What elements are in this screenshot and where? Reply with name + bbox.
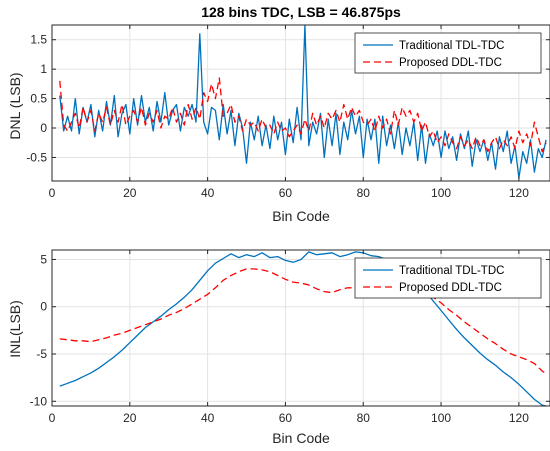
dnl-panel: 128 bins TDC, LSB = 46.875ps 0 20 40 60 80 10… (7, 4, 550, 224)
inl-xtick-label: 60 (279, 411, 293, 425)
inl-legend-box (354, 257, 542, 299)
inl-plot-area (59, 251, 547, 407)
dnl-ytick-label: 0.5 (30, 92, 47, 106)
dnl-series-proposed-line (59, 77, 547, 153)
dnl-ytick-label: 1.5 (30, 33, 47, 47)
inl-legend: Traditional TDL-TDC Proposed DDL-TDC (354, 257, 542, 299)
inl-ytick-label: -10 (30, 394, 48, 408)
inl-ytick-label: -5 (36, 347, 47, 361)
inl-xtick-label: 100 (431, 411, 451, 425)
inl-xtick-label: 80 (357, 411, 371, 425)
dnl-ylabel: DNL (LSB) (7, 72, 23, 139)
inl-xtick-label: 0 (49, 411, 56, 425)
dnl-plot-area (59, 24, 547, 179)
inl-legend-label: Traditional TDL-TDC (399, 265, 504, 277)
dnl-axes-box (51, 24, 550, 182)
inl-series-proposed-line (59, 268, 547, 375)
dnl-xtick-label: 40 (201, 186, 215, 200)
inl-ytick-label: 0 (40, 300, 47, 314)
inl-panel: 0 20 40 60 80 100 120 -10 -5 0 5 Bin Code INL(LSB)… (7, 249, 550, 446)
inl-axes-box (51, 249, 550, 407)
inl-axes: 0 20 40 60 80 100 120 -10 -5 0 5 (30, 249, 550, 425)
dnl-xtick-label: 120 (509, 186, 529, 200)
dnl-xtick-label: 100 (431, 186, 451, 200)
dnl-xtick-label: 20 (123, 186, 137, 200)
inl-series-traditional-line (59, 251, 547, 407)
inl-ylabel: INL(LSB) (7, 300, 23, 358)
dnl-xtick-label: 0 (49, 186, 56, 200)
dnl-ytick-label: 1 (40, 62, 47, 76)
dnl-legend: Traditional TDL-TDC Proposed DDL-TDC (354, 32, 542, 74)
dnl-legend-label: Proposed DDL-TDC (399, 57, 502, 69)
inl-xtick-label: 40 (201, 411, 215, 425)
dnl-xtick-label: 60 (279, 186, 293, 200)
dnl-legend-label: Traditional TDL-TDC (399, 40, 504, 52)
inl-ytick-label: 5 (40, 252, 47, 266)
dnl-xtick-label: 80 (357, 186, 371, 200)
dnl-legend-box (354, 32, 542, 74)
dnl-ytick-label: 0 (40, 121, 47, 135)
dnl-xlabel: Bin Code (272, 208, 330, 224)
dnl-axes: 0 20 40 60 80 100 120 -0.5 0 0.5 1 1.5 (26, 24, 550, 200)
dnl-ytick-label: -0.5 (26, 150, 47, 164)
inl-xlabel: Bin Code (272, 430, 330, 446)
dnl-title: 128 bins TDC, LSB = 46.875ps (201, 4, 401, 20)
inl-xtick-label: 120 (509, 411, 529, 425)
inl-legend-label: Proposed DDL-TDC (399, 282, 502, 294)
inl-xtick-label: 20 (123, 411, 137, 425)
